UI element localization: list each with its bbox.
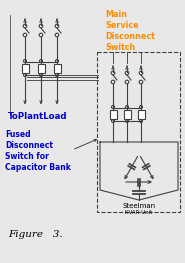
Text: Main
Service
Disconnect
Switch: Main Service Disconnect Switch	[105, 10, 155, 52]
Bar	[110, 109, 117, 119]
Text: Figure   3.: Figure 3.	[8, 230, 63, 239]
Text: Fused
Disconnect
Switch for
Capacitor Bank: Fused Disconnect Switch for Capacitor Ba…	[5, 130, 71, 172]
Bar	[53, 63, 60, 73]
Text: KVAR Unit: KVAR Unit	[125, 210, 153, 215]
Bar	[21, 63, 28, 73]
Bar	[124, 109, 130, 119]
Bar	[137, 109, 144, 119]
Bar	[38, 63, 45, 73]
Bar	[97, 52, 180, 212]
Text: ToPlantLoad: ToPlantLoad	[8, 112, 68, 121]
Text: Steelman: Steelman	[122, 203, 156, 209]
